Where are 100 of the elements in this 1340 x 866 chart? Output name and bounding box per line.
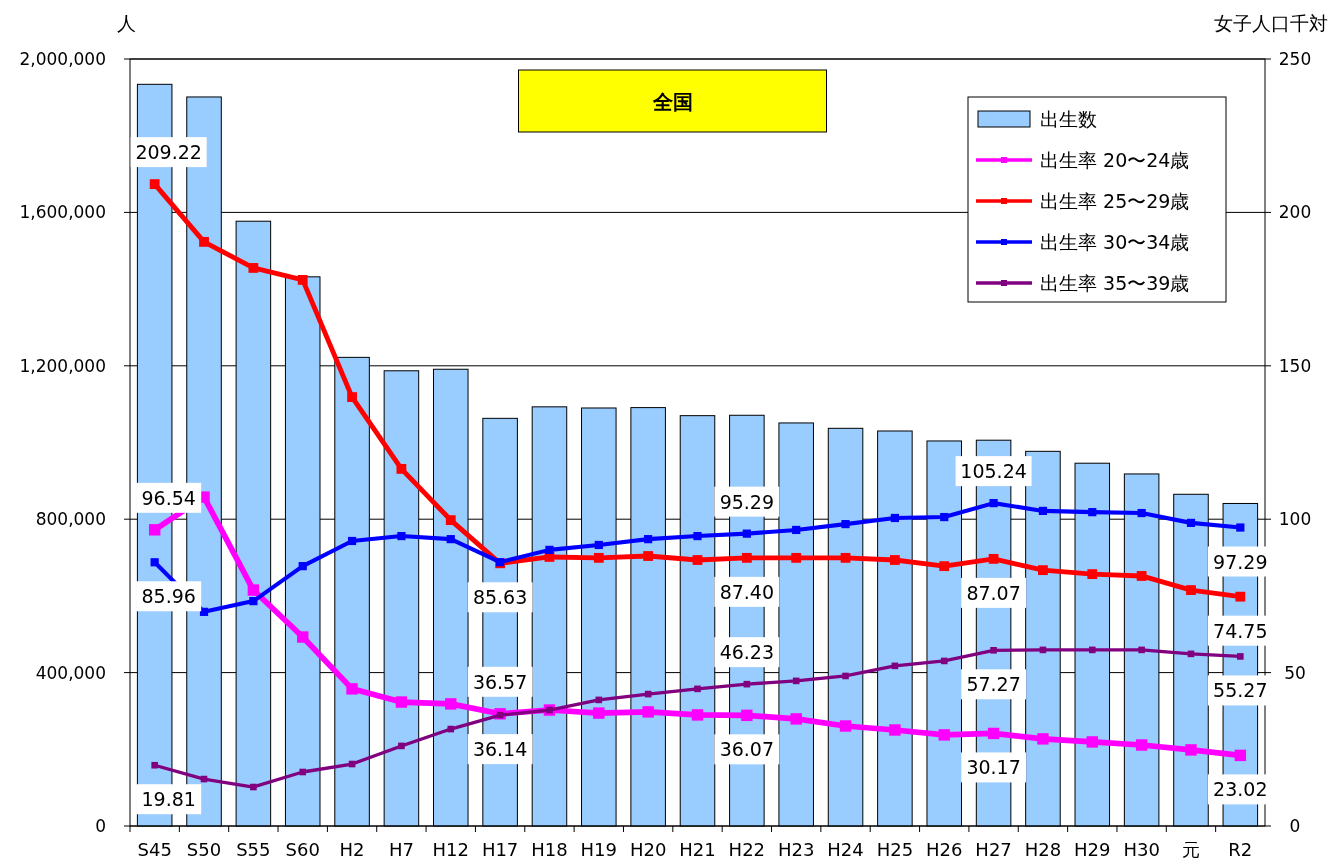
x-tick-label: H12 [432,839,469,860]
y-tick-label: 800,000 [35,509,106,530]
x-tick-label: H29 [1074,839,1111,860]
data-label: 74.75 [1213,619,1268,642]
point [446,535,455,544]
point [1234,749,1247,762]
point [346,683,358,695]
x-tick-label: R2 [1228,839,1253,860]
point [1185,744,1197,756]
x-tick-label: S45 [137,839,172,860]
point [990,647,997,654]
x-tick-label: H19 [580,839,618,860]
point [988,553,999,564]
x-tick-label: S50 [186,839,222,860]
point [397,531,406,541]
point [741,709,753,722]
data-label: 57.27 [966,673,1021,696]
point [593,552,604,563]
point [445,698,457,710]
point [1136,571,1147,581]
point [691,709,704,721]
legend-label: 出生率 30〜34歳 [1040,231,1190,253]
x-tick-label: H7 [388,839,414,860]
y-tick-label: 2,000,000 [19,49,106,69]
point [594,540,603,550]
x-tick-label: H22 [728,839,766,860]
x-tick-label: H30 [1123,839,1160,860]
point [395,696,408,708]
title-box: 全国 [518,69,827,133]
point [593,707,605,719]
point [741,552,752,563]
data-label: 46.23 [719,641,775,664]
y-axis-title: 人 [116,12,136,34]
x-tick-label: H26 [926,839,963,860]
y-tick-label: 1,200,000 [19,355,106,376]
point [151,761,158,769]
point [1137,508,1146,518]
x-tick-label: H27 [975,839,1012,860]
y2-tick-label: 250 [1278,49,1312,69]
point [1037,733,1049,745]
point [250,783,257,791]
point [1237,653,1244,660]
point [398,742,405,750]
y-tick-label: 400,000 [35,662,106,683]
legend-label: 出生率 25〜29歳 [1040,190,1190,212]
point [987,727,1000,740]
point [1087,569,1098,580]
y2-tick-label: 0 [1289,816,1301,836]
point [1038,565,1048,576]
data-label: 55.27 [1213,679,1268,702]
x-tick-label: S55 [236,839,271,860]
point [1138,646,1145,654]
point [890,513,899,523]
x-tick-label: H25 [876,839,914,860]
point [839,720,852,732]
x-tick-label: S60 [285,839,320,860]
point [447,725,455,733]
data-label: 30.17 [966,756,1021,779]
x-tick-label: 元 [1181,839,1200,860]
point [199,236,209,247]
point [940,657,948,665]
point [1135,739,1148,751]
point [149,179,160,190]
point [249,597,258,606]
point [790,713,802,725]
point [694,685,701,693]
point [989,499,998,508]
point [1235,591,1246,602]
point [938,729,950,741]
x-tick-label: H17 [481,839,519,860]
point [1186,518,1196,527]
point [347,392,357,402]
point [299,768,307,776]
x-tick-label: H23 [777,839,815,860]
point [148,524,161,536]
point [791,552,802,563]
point [199,607,209,616]
point [1088,646,1096,654]
data-label: 23.02 [1213,778,1268,801]
point [889,555,900,565]
point [298,562,307,571]
point [742,529,751,538]
x-tick-label: H24 [827,839,864,860]
point [842,672,849,680]
point [1236,523,1245,532]
point [693,531,702,541]
data-label: 209.22 [135,141,202,164]
point [643,551,654,561]
data-label: 95.29 [719,490,775,513]
point [692,555,703,565]
data-label: 96.54 [141,486,196,509]
point [150,558,159,567]
y2-tick-label: 50 [1284,662,1306,683]
data-label: 97.29 [1213,550,1268,573]
x-tick-label: H20 [629,839,667,860]
point [642,706,654,718]
point [1086,736,1098,748]
y2-tick-label: 150 [1278,355,1312,376]
point [445,515,456,526]
x-tick-label: H18 [531,839,568,860]
